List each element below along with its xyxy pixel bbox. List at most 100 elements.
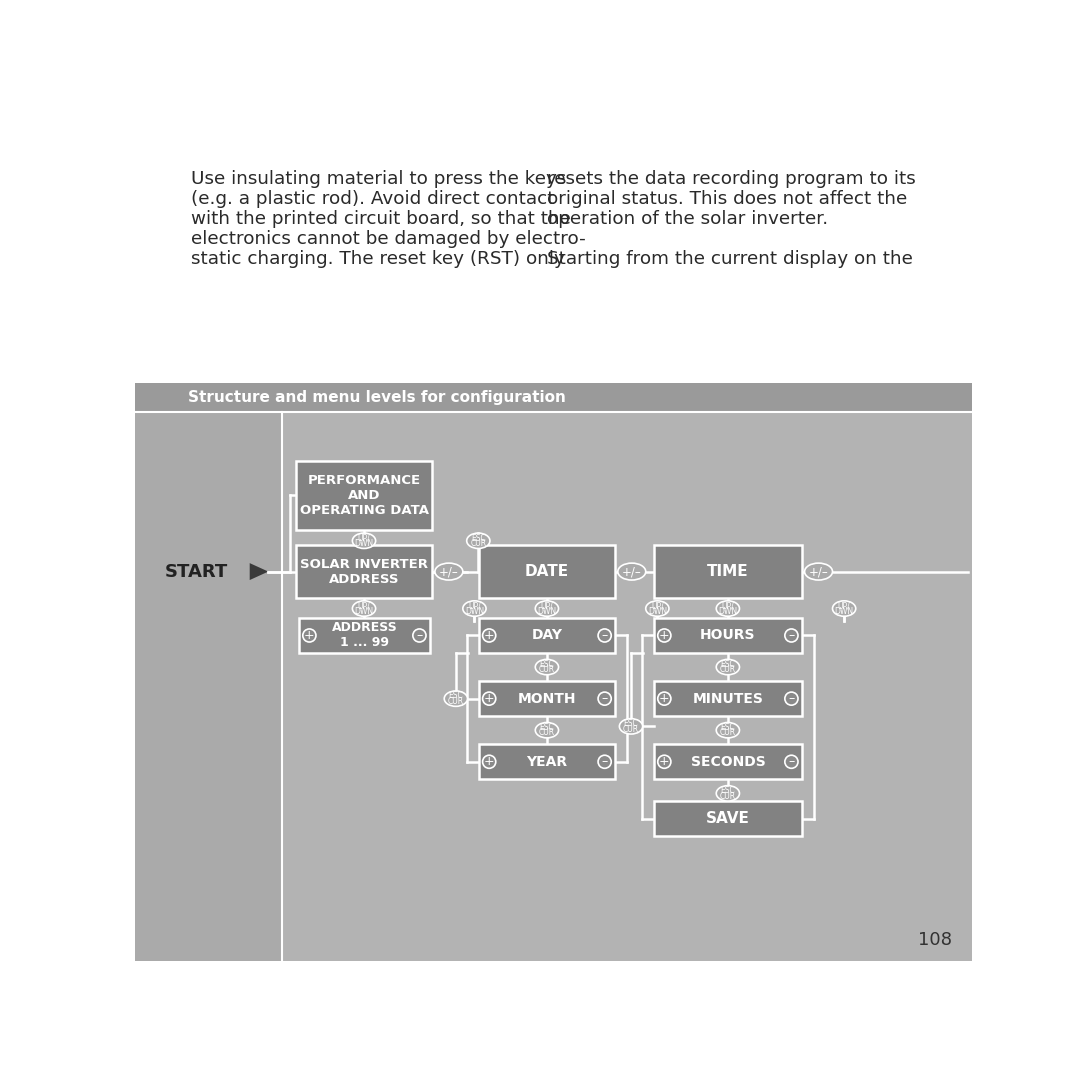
Text: ESC: ESC (623, 719, 638, 728)
Bar (480, 680, 615, 716)
Text: DWN: DWN (835, 607, 853, 616)
Text: DWN: DWN (354, 607, 374, 616)
Text: DWN: DWN (464, 607, 484, 616)
Text: YEAR: YEAR (526, 755, 567, 769)
Bar (135, 413, 282, 961)
Ellipse shape (467, 534, 490, 549)
Text: ESC: ESC (471, 534, 486, 542)
Text: UP/: UP/ (721, 602, 734, 610)
Text: –: – (416, 629, 422, 642)
Text: CUR: CUR (623, 725, 639, 733)
Bar (480, 618, 615, 653)
Bar (296, 545, 432, 597)
Text: DAY: DAY (531, 629, 563, 643)
Text: UP/: UP/ (540, 602, 553, 610)
Text: –: – (602, 692, 608, 705)
Ellipse shape (598, 692, 611, 705)
Text: –: – (602, 755, 608, 768)
Text: +/–: +/– (809, 565, 828, 578)
Text: Starting from the current display on the: Starting from the current display on the (548, 249, 914, 268)
Ellipse shape (483, 755, 496, 768)
Bar (654, 680, 801, 716)
Ellipse shape (536, 723, 558, 738)
Ellipse shape (716, 723, 740, 738)
Text: DWN: DWN (648, 607, 667, 616)
Bar (654, 618, 801, 653)
Bar (299, 618, 430, 653)
Text: DWN: DWN (538, 607, 556, 616)
Text: ESC: ESC (720, 660, 735, 669)
Text: ESC: ESC (720, 723, 735, 732)
Ellipse shape (716, 600, 740, 617)
Ellipse shape (352, 534, 376, 549)
Text: CUR: CUR (719, 665, 735, 674)
Text: –: – (788, 755, 795, 768)
Text: SOLAR INVERTER
ADDRESS: SOLAR INVERTER ADDRESS (300, 557, 428, 585)
Text: +: + (659, 755, 670, 768)
Text: HOURS: HOURS (700, 629, 756, 643)
Text: UP/: UP/ (838, 602, 851, 610)
Text: +: + (659, 629, 670, 642)
Text: SAVE: SAVE (706, 811, 750, 826)
Text: DATE: DATE (525, 564, 569, 579)
Text: ADDRESS
1 ... 99: ADDRESS 1 ... 99 (332, 621, 397, 649)
Text: –: – (788, 692, 795, 705)
Ellipse shape (463, 600, 486, 617)
Text: +: + (659, 692, 670, 705)
Text: electronics cannot be damaged by electro-: electronics cannot be damaged by electro… (191, 230, 585, 247)
Text: DWN: DWN (718, 607, 738, 616)
Text: UP/: UP/ (468, 602, 481, 610)
Text: CUR: CUR (539, 728, 555, 738)
Text: MONTH: MONTH (517, 691, 576, 705)
Bar (654, 801, 801, 836)
Text: +/–: +/– (622, 565, 642, 578)
Text: CUR: CUR (448, 697, 464, 706)
Bar (296, 461, 432, 530)
Polygon shape (249, 563, 268, 580)
Bar (480, 744, 615, 780)
Text: –: – (602, 629, 608, 642)
Ellipse shape (658, 629, 671, 642)
Ellipse shape (435, 563, 463, 580)
Text: +: + (305, 629, 314, 642)
Ellipse shape (352, 600, 376, 617)
Text: static charging. The reset key (RST) only: static charging. The reset key (RST) onl… (191, 249, 565, 268)
Ellipse shape (302, 629, 316, 642)
Text: (e.g. a plastic rod). Avoid direct contact: (e.g. a plastic rod). Avoid direct conta… (191, 190, 554, 207)
Ellipse shape (785, 629, 798, 642)
Text: with the printed circuit board, so that the: with the printed circuit board, so that … (191, 210, 570, 228)
Ellipse shape (716, 785, 740, 801)
Text: +: + (484, 692, 495, 705)
Text: PERFORMANCE
AND
OPERATING DATA: PERFORMANCE AND OPERATING DATA (299, 474, 429, 517)
Ellipse shape (716, 660, 740, 675)
Ellipse shape (483, 692, 496, 705)
Ellipse shape (618, 563, 646, 580)
Text: MINUTES: MINUTES (692, 691, 764, 705)
Ellipse shape (785, 692, 798, 705)
Ellipse shape (785, 755, 798, 768)
Ellipse shape (413, 629, 426, 642)
Ellipse shape (805, 563, 833, 580)
Ellipse shape (658, 755, 671, 768)
Text: resets the data recording program to its: resets the data recording program to its (548, 170, 916, 188)
Text: TIME: TIME (707, 564, 748, 579)
Text: Use insulating material to press the keys: Use insulating material to press the key… (191, 170, 566, 188)
Ellipse shape (833, 600, 855, 617)
Ellipse shape (483, 629, 496, 642)
Ellipse shape (619, 718, 643, 734)
Ellipse shape (598, 629, 611, 642)
Text: Structure and menu levels for configuration: Structure and menu levels for configurat… (188, 390, 566, 405)
Text: +/–: +/– (438, 565, 459, 578)
Text: CUR: CUR (719, 728, 735, 738)
Text: START: START (164, 563, 228, 581)
Text: CUR: CUR (539, 665, 555, 674)
Text: UP/: UP/ (357, 534, 370, 542)
Bar (480, 545, 615, 597)
Bar (135, 383, 972, 961)
Text: UP/: UP/ (357, 602, 370, 610)
Ellipse shape (536, 660, 558, 675)
Text: ESC: ESC (448, 691, 463, 701)
Text: original status. This does not affect the: original status. This does not affect th… (548, 190, 907, 207)
Text: UP/: UP/ (651, 602, 664, 610)
Text: CUR: CUR (719, 792, 735, 800)
